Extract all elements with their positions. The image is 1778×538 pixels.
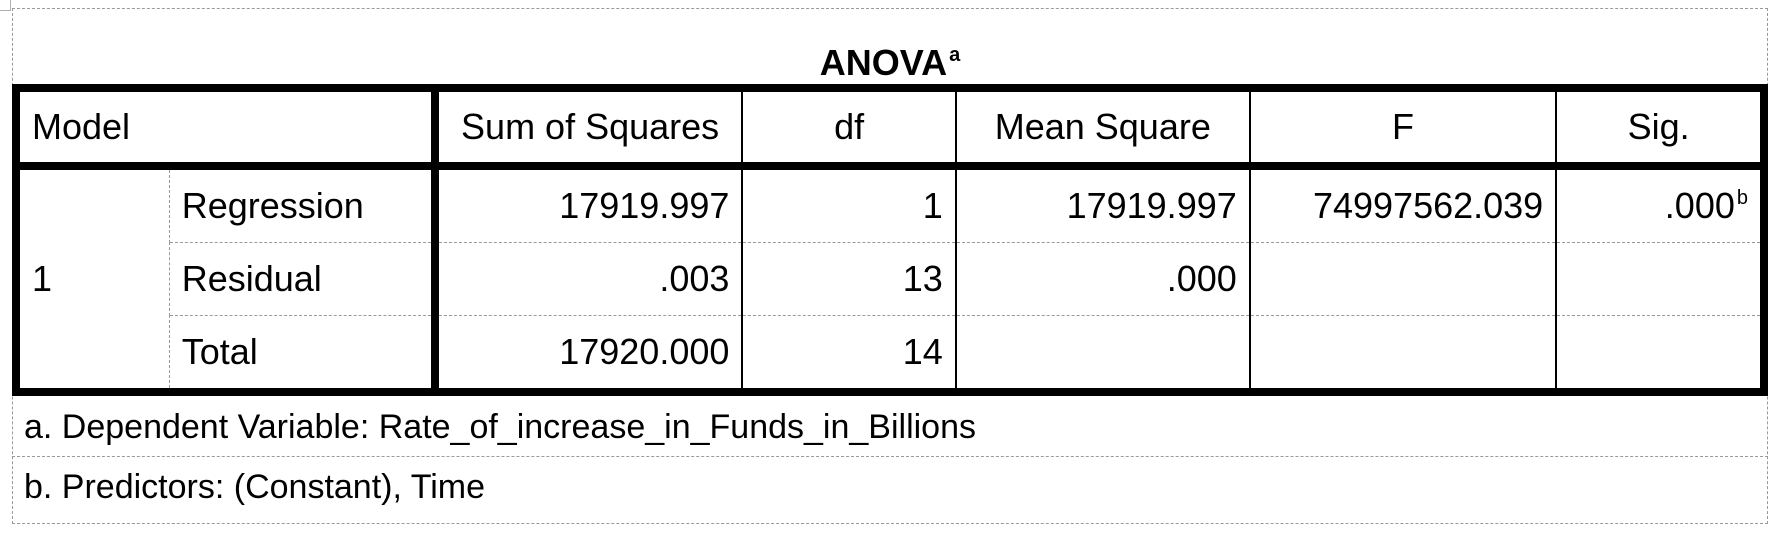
table-row-regression: 1 Regression 17919.997 1 17919.997 74997… <box>16 166 1764 392</box>
title-footnote-marker: a <box>949 44 961 66</box>
footnote-dependent-variable: a. Dependent Variable: Rate_of_increase_… <box>12 398 1768 457</box>
row-label: Regression <box>169 166 439 243</box>
header-f: F <box>1249 88 1558 170</box>
row-label: Residual <box>169 242 439 316</box>
cell-sig <box>1556 242 1764 316</box>
cell-f <box>1249 242 1558 316</box>
header-model: Model <box>16 88 439 170</box>
cell-f: 74997562.039 <box>1249 166 1558 243</box>
sig-footnote-marker: b <box>1736 187 1748 209</box>
header-mean-square: Mean Square <box>955 88 1251 170</box>
cell-df: 1 <box>742 166 957 243</box>
cell-sig <box>1556 316 1764 393</box>
cell-f <box>1249 315 1558 392</box>
cell-mean-square: 17919.997 <box>955 166 1251 243</box>
cell-mean-square <box>955 315 1251 392</box>
cell-sum-of-squares: 17919.997 <box>434 166 744 243</box>
row-label: Total <box>169 315 439 392</box>
header-row: Model Sum of Squares df Mean Square F Si… <box>16 88 1764 170</box>
table-row-total: Total 17920.000 14 <box>16 315 1764 393</box>
header-sig: Sig. <box>1556 88 1764 170</box>
model-number: 1 <box>16 166 170 392</box>
footnote-predictors: b. Predictors: (Constant), Time <box>24 468 486 506</box>
anova-table: Model Sum of Squares df Mean Square F Si… <box>12 84 1768 396</box>
table-title: ANOVA a <box>12 32 1768 86</box>
table-title-text: ANOVA <box>819 42 948 83</box>
cell-mean-square: .000 <box>955 242 1251 316</box>
cell-sum-of-squares: .003 <box>434 242 744 316</box>
cell-df: 13 <box>742 242 957 316</box>
frame-corner-marker <box>0 0 11 11</box>
header-df: df <box>742 88 957 170</box>
cell-sig: .000 b <box>1556 166 1764 243</box>
header-sum-of-squares: Sum of Squares <box>434 88 744 170</box>
cell-sum-of-squares: 17920.000 <box>434 315 744 392</box>
table-row-residual: Residual .003 13 .000 <box>16 242 1764 316</box>
cell-df: 14 <box>742 315 957 392</box>
cell-sig-value: .000 <box>1664 185 1735 226</box>
